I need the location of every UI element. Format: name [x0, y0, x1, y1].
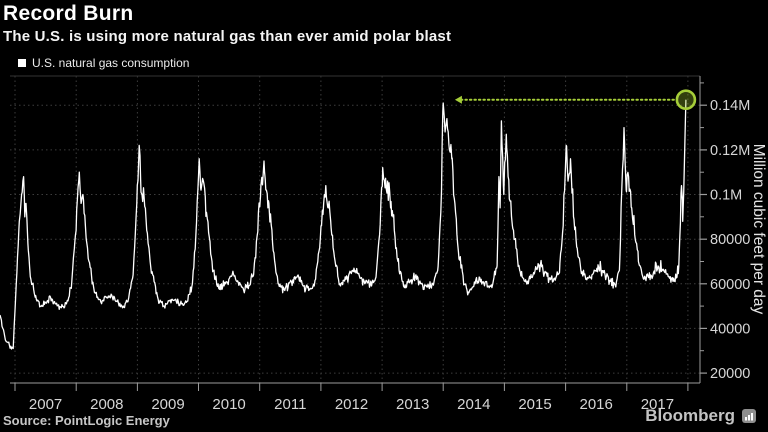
svg-text:60000: 60000 — [710, 277, 750, 293]
plot-frame — [10, 75, 701, 384]
svg-text:2015: 2015 — [518, 396, 551, 413]
svg-text:2007: 2007 — [29, 396, 62, 413]
consumption-line — [0, 99, 687, 350]
arrowhead-left-icon — [454, 95, 462, 104]
x-axis-ticks-labels: 2007 2008 2009 2010 2011 2012 2013 2014 2015 2016… — [14, 383, 689, 413]
svg-text:2008: 2008 — [90, 396, 123, 413]
svg-text:20000: 20000 — [710, 366, 750, 382]
record-point-marker — [675, 89, 697, 110]
chart-title: Record Burn — [3, 2, 134, 25]
legend: U.S. natural gas consumption — [18, 56, 189, 70]
svg-text:2016: 2016 — [580, 396, 613, 413]
bloomberg-logo-icon — [742, 409, 756, 423]
svg-text:2009: 2009 — [151, 396, 184, 413]
bloomberg-wordmark: Bloomberg — [645, 406, 756, 426]
y-axis-title: Million cubic feet per day — [750, 144, 767, 315]
svg-text:80000: 80000 — [710, 232, 750, 248]
source-text: Source: PointLogic Energy — [3, 413, 170, 428]
svg-text:2013: 2013 — [396, 396, 429, 413]
y-gridlines — [10, 104, 700, 374]
svg-text:2014: 2014 — [457, 396, 490, 413]
svg-text:2010: 2010 — [212, 396, 245, 413]
svg-text:0.12M: 0.12M — [710, 143, 750, 159]
legend-label: U.S. natural gas consumption — [32, 56, 190, 70]
svg-text:0.1M: 0.1M — [710, 188, 742, 204]
svg-text:0.14M: 0.14M — [710, 98, 750, 114]
x-gridlines — [14, 76, 689, 383]
svg-text:40000: 40000 — [710, 321, 750, 337]
chart-subtitle: The U.S. is using more natural gas than … — [3, 28, 452, 45]
legend-swatch — [18, 59, 26, 67]
y-axis-ticks-labels: 20000 40000 60000 80000 0.1M 0.12M 0.14M — [700, 82, 750, 382]
svg-text:2012: 2012 — [335, 396, 368, 413]
bloomberg-label: Bloomberg — [645, 406, 735, 425]
svg-text:2017: 2017 — [641, 396, 674, 413]
record-arrow — [454, 95, 678, 104]
svg-text:2011: 2011 — [274, 396, 306, 413]
